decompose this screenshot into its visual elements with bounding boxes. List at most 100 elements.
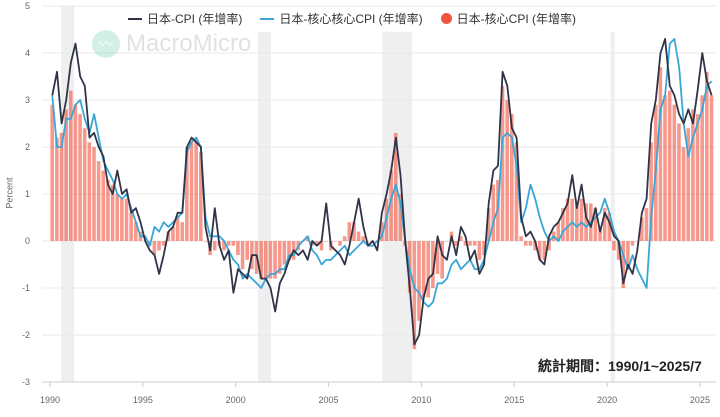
core-cpi-bar: [175, 217, 180, 241]
core-cpi-bar: [616, 241, 621, 260]
y-tick-label: 4: [25, 48, 30, 58]
core-cpi-bar: [695, 114, 700, 241]
core-cpi-bar: [556, 222, 561, 241]
y-tick-label: 5: [25, 1, 30, 11]
series-lines: [51, 38, 713, 346]
core-cpi-bar: [124, 198, 129, 241]
core-cpi-bar: [231, 241, 236, 246]
core-cpi-bar: [440, 241, 444, 279]
core-cpi-bar: [203, 241, 208, 242]
core-cpi-bar: [635, 241, 639, 242]
core-cpi-bar: [598, 226, 602, 241]
legend-label: 日本-核心核心CPI (年增率): [279, 12, 423, 26]
core-cpi-bar: [542, 241, 547, 260]
core-cpi-bar: [491, 184, 496, 241]
core-cpi-bar: [152, 241, 157, 256]
core-cpi-bar: [672, 104, 677, 241]
core-cpi-bar: [73, 104, 78, 241]
core-cpi-bar: [468, 241, 472, 246]
core-cpi-bar: [435, 241, 440, 274]
core-cpi-bar: [477, 241, 482, 260]
core-cpi-bar: [319, 241, 324, 251]
core-cpi-bar: [533, 241, 537, 251]
core-cpi-bar: [64, 109, 68, 242]
y-tick-label: -1: [22, 283, 30, 293]
core-cpi-bar: [626, 241, 630, 265]
y-tick-label: 2: [25, 142, 30, 152]
period-annotation: 統計期間：1990/1~2025/7: [538, 358, 702, 374]
core-cpi-bar: [245, 241, 250, 260]
core-cpi-bar: [259, 241, 263, 279]
core-cpi-bar: [607, 212, 612, 241]
line-swatch-icon: [128, 17, 142, 20]
core-cpi-bar: [472, 241, 477, 246]
core-cpi-bar: [528, 241, 533, 246]
core-cpi-bar: [347, 222, 352, 241]
core-cpi-bar: [486, 208, 491, 241]
legend-item-cpi[interactable]: 日本-CPI (年增率): [128, 10, 242, 27]
core-cpi-bar: [700, 95, 704, 241]
y-tick-label: 1: [25, 189, 30, 199]
x-tick-label: 2020: [597, 395, 617, 405]
legend-item-core-cpi[interactable]: 日本-核心CPI (年增率): [440, 10, 576, 27]
y-tick-label: 3: [25, 95, 30, 105]
core-cpi-bar: [667, 90, 672, 241]
core-cpi-bar: [584, 203, 588, 241]
recession-band: [610, 31, 615, 382]
core-cpi-bar: [324, 241, 328, 242]
legend-item-core-core-cpi[interactable]: 日本-核心核心CPI (年增率): [260, 10, 423, 27]
core-cpi-bar: [273, 241, 277, 279]
core-cpi-bar: [644, 208, 649, 241]
core-cpi-bar: [106, 179, 110, 241]
core-cpi-bar: [68, 90, 73, 241]
core-cpi-bar: [356, 231, 361, 241]
core-cpi-bar: [621, 241, 626, 288]
core-cpi-bar: [212, 241, 217, 251]
x-tick-label: 1995: [133, 395, 153, 405]
core-cpi-bar: [189, 142, 194, 241]
core-cpi-bar: [161, 241, 166, 246]
core-cpi-bar: [380, 222, 384, 241]
core-cpi-bar: [389, 170, 393, 241]
x-axis-ticks: 1990 1995 2000 2005 2010 2015 2020 2025: [40, 381, 716, 405]
core-cpi-bar: [649, 142, 653, 241]
core-cpi-bar: [431, 241, 435, 288]
core-cpi-bar: [92, 147, 96, 241]
core-cpi-bar: [537, 241, 542, 260]
core-cpi-bar: [681, 147, 686, 241]
y-axis-ticks: 5 4 3 2 1 0 -1 -2 -3: [22, 1, 30, 387]
core-cpi-bar: [59, 132, 64, 241]
core-cpi-bar: [686, 128, 691, 241]
core-cpi-bar: [593, 208, 598, 241]
core-cpi-bar: [185, 147, 189, 241]
core-cpi-bar: [338, 241, 342, 246]
core-cpi-bar: [315, 241, 319, 246]
gridlines: [42, 5, 716, 383]
core-cpi-bar: [575, 203, 579, 241]
core-cpi-bar: [277, 241, 282, 274]
core-cpi-bar: [640, 217, 644, 241]
core-cpi-bar: [236, 241, 240, 256]
core-cpi-bar: [421, 241, 426, 298]
core-cpi-bar: [133, 222, 138, 241]
core-cpi-bar: [458, 236, 463, 241]
core-cpi-bar: [198, 151, 203, 241]
watermark-logo: 〰 MacroMicro: [92, 30, 251, 58]
core-cpi-bar: [55, 137, 59, 241]
core-cpi-bar: [366, 241, 370, 242]
core-cpi-bar: [565, 198, 570, 241]
core-cpi-bar: [226, 241, 231, 246]
core-cpi-bar: [282, 241, 287, 265]
x-tick-label: 2015: [504, 395, 524, 405]
legend-label: 日本-CPI (年增率): [147, 12, 243, 26]
core-cpi-bar: [398, 194, 403, 241]
core-cpi-bar: [352, 222, 356, 241]
y-tick-label: -2: [22, 330, 30, 340]
core-cpi-bar: [115, 194, 120, 241]
core-cpi-bar: [222, 241, 226, 251]
core-cpi-bar: [101, 170, 106, 241]
x-tick-label: 2005: [319, 395, 339, 405]
legend-label: 日本-核心CPI (年增率): [456, 12, 576, 26]
y-tick-label: 0: [25, 236, 30, 246]
core-cpi-bar: [677, 123, 681, 241]
